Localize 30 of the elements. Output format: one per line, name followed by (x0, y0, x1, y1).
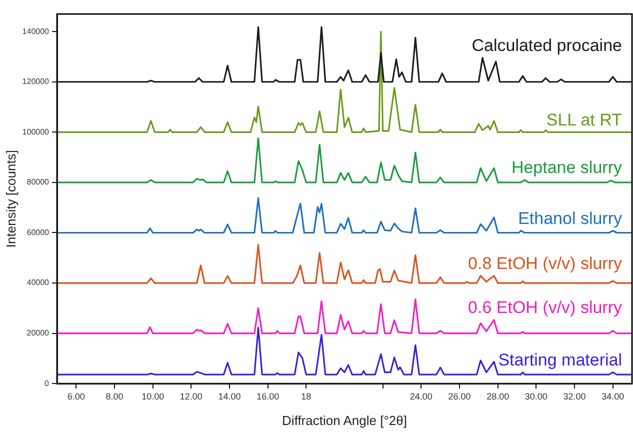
x-tick-label: 24.00 (410, 391, 432, 402)
series-label: Ethanol slurry (518, 208, 622, 228)
x-tick-label: 8.00 (106, 391, 124, 402)
y-tick-label: 100000 (22, 127, 50, 136)
y-tick-label: 120000 (22, 77, 50, 86)
x-tick-label: 12.00 (180, 391, 202, 402)
y-tick-label: 40000 (26, 278, 50, 288)
series-label: 0.8 EtOH (v/v) slurry (468, 254, 622, 273)
x-axis-title: Diffraction Angle [°2θ] (282, 412, 407, 428)
y-tick-label: 60000 (26, 228, 50, 237)
series-label: 0.6 EtOH (v/v) slurry (468, 298, 622, 318)
x-tick-label: 34.00 (602, 391, 624, 402)
y-tick-label: 20000 (26, 328, 50, 338)
x-tick-label: 6.00 (67, 391, 85, 402)
x-tick-label: 18 (301, 391, 312, 402)
series-label: Starting material (498, 350, 622, 370)
x-tick-label: 30.00 (524, 391, 548, 402)
series-label: Calculated procaine (472, 36, 622, 55)
x-tick-label: 16.00 (256, 391, 280, 402)
x-tick-label: 10.00 (142, 391, 164, 402)
x-tick-label: 28.00 (486, 391, 510, 402)
y-tick-label: 80000 (26, 178, 50, 187)
series-label: Heptane slurry (511, 158, 622, 178)
y-axis-title: Intensity [counts] (3, 150, 18, 248)
series-label: SLL at RT (546, 110, 622, 130)
x-tick-label: 32.00 (563, 391, 586, 402)
x-tick-label: 26.00 (448, 391, 471, 402)
x-tick-label: 14.00 (218, 391, 241, 402)
y-tick-label: 0 (44, 378, 50, 388)
y-tick-label: 140000 (22, 26, 50, 36)
